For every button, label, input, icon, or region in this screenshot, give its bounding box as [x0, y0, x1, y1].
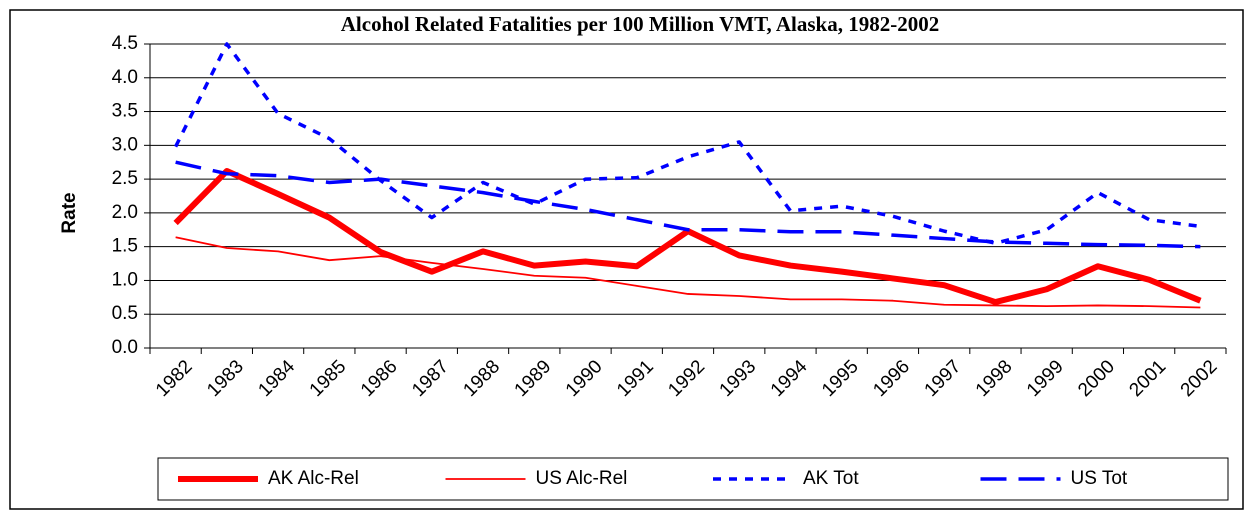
y-axis-label: Rate: [59, 192, 80, 233]
legend-label: AK Alc-Rel: [268, 468, 359, 489]
y-tick-label: 0.5: [112, 303, 138, 324]
y-tick-label: 4.5: [112, 33, 138, 54]
series-line: [175, 160, 1201, 249]
chart-title: Alcohol Related Fatalities per 100 Milli…: [341, 12, 939, 36]
y-tick-label: 4.0: [112, 67, 138, 88]
series-line: [175, 236, 1201, 309]
y-tick-label: 0.0: [112, 337, 138, 358]
legend-label: US Tot: [1071, 468, 1128, 489]
y-tick-label: 1.0: [112, 269, 138, 290]
y-tick-label: 1.5: [112, 236, 138, 257]
legend-label: US Alc-Rel: [536, 468, 628, 489]
y-tick-label: 3.0: [112, 134, 138, 155]
y-tick-label: 3.5: [112, 101, 138, 122]
legend-box: [157, 457, 1229, 501]
legend-label: AK Tot: [803, 468, 859, 489]
chart-border: [9, 9, 1244, 510]
y-tick-label: 2.5: [112, 168, 138, 189]
y-tick-label: 2.0: [112, 202, 138, 223]
